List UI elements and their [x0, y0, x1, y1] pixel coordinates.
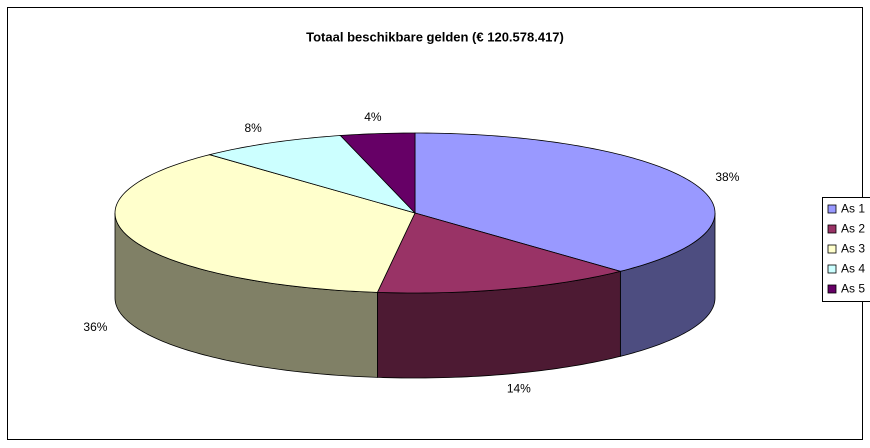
pie-slice: [208, 135, 417, 214]
data-label: 14%: [507, 381, 531, 395]
data-label: 4%: [364, 110, 382, 124]
data-label: 36%: [83, 320, 107, 334]
pie-slice: [114, 154, 416, 293]
pie-slice: [414, 132, 716, 272]
legend-label: As 1: [841, 202, 865, 216]
legend-swatch: [827, 284, 837, 294]
legend-label: As 3: [841, 242, 865, 256]
legend-label: As 4: [841, 262, 865, 276]
legend-swatch: [827, 204, 837, 214]
legend-label: As 2: [841, 222, 865, 236]
legend-label: As 5: [841, 282, 865, 296]
pie-slice: [376, 212, 622, 294]
legend-swatch: [827, 244, 837, 254]
data-label: 38%: [715, 170, 739, 184]
pie-slice: [339, 132, 416, 214]
legend-swatch: [827, 224, 837, 234]
data-label: 8%: [244, 121, 262, 135]
legend-swatch: [827, 264, 837, 274]
chart-title: Totaal beschikbare gelden (€ 120.578.417…: [306, 29, 564, 44]
